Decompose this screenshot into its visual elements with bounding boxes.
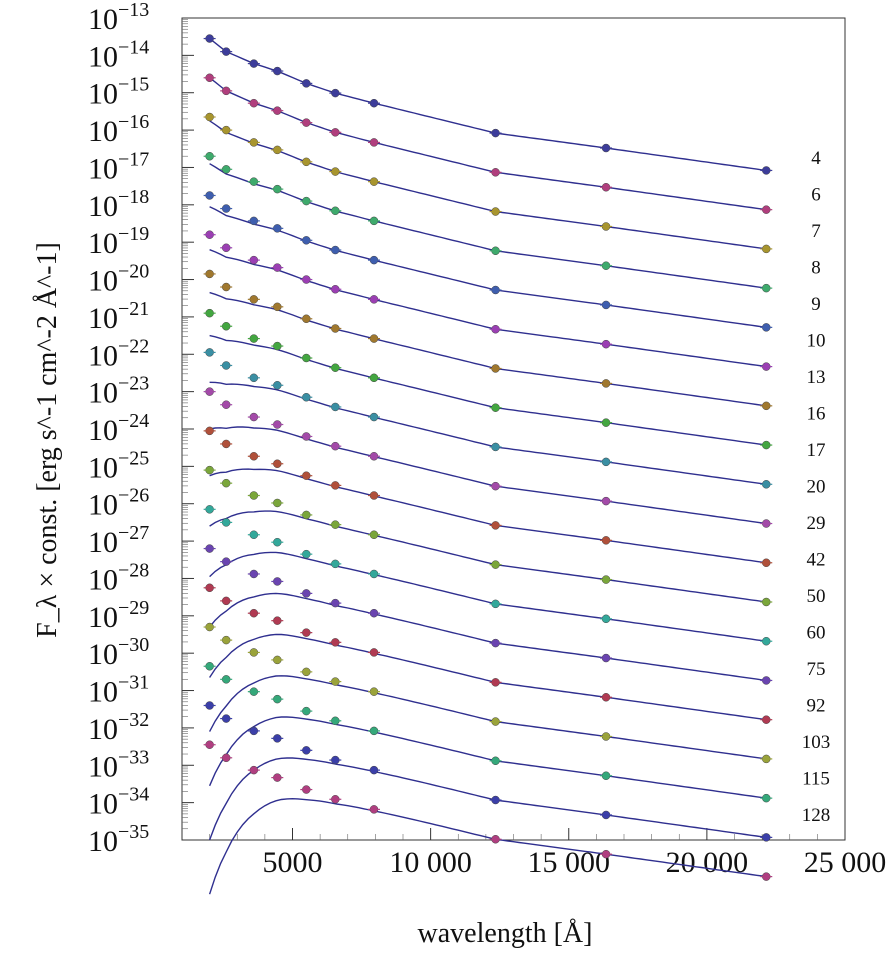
y-axis-title: F_λ × const. [erg s^-1 cm^-2 Å^-1] xyxy=(32,242,63,638)
y-tick-label: 10−19 xyxy=(88,223,149,260)
y-tick-label: 10−26 xyxy=(88,485,149,522)
y-tick-label: 10−13 xyxy=(88,0,149,36)
model-curve xyxy=(208,716,768,799)
series-label: 75 xyxy=(807,659,826,680)
model-curve xyxy=(209,163,768,289)
series-label: 8 xyxy=(811,258,821,279)
x-tick-label: 15 000 xyxy=(528,846,611,879)
series-label: 128 xyxy=(802,805,831,826)
y-tick-label: 10−31 xyxy=(88,672,149,709)
series-label: 115 xyxy=(802,769,830,790)
y-tick-label: 10−34 xyxy=(88,784,149,821)
x-tick-label: 25 000 xyxy=(804,846,887,879)
y-tick-label: 10−32 xyxy=(88,709,149,746)
y-tick-label: 10−35 xyxy=(88,821,149,858)
y-tick-label: 10−29 xyxy=(88,597,149,634)
series-label: 92 xyxy=(807,696,826,717)
series-label: 20 xyxy=(807,477,826,498)
y-tick-label: 10−24 xyxy=(88,410,149,447)
series-label: 10 xyxy=(807,331,826,352)
series-label: 17 xyxy=(807,440,826,461)
y-tick-label: 10−18 xyxy=(88,186,149,223)
model-curve xyxy=(209,77,768,211)
model-curve xyxy=(209,334,768,446)
model-curve xyxy=(208,757,768,841)
y-tick-label: 10−28 xyxy=(88,559,149,596)
series-label: 9 xyxy=(811,294,821,315)
model-curve xyxy=(209,592,768,682)
series-label: 16 xyxy=(807,404,826,425)
model-curves xyxy=(208,38,768,895)
model-curve xyxy=(209,291,768,407)
y-tick-label: 10−20 xyxy=(88,261,149,298)
series-label: 60 xyxy=(807,623,826,644)
series-label: 7 xyxy=(811,221,821,242)
model-curve xyxy=(209,633,768,721)
series-label: 42 xyxy=(807,550,826,571)
y-tick-label: 10−30 xyxy=(88,634,149,671)
y-tick-label: 10−25 xyxy=(88,447,149,484)
x-tick-label: 5000 xyxy=(263,846,323,879)
model-curve xyxy=(208,797,768,895)
x-axis-ticks: 5000 10 000 15 000 20 000 25 000 xyxy=(209,828,887,879)
model-curve xyxy=(209,468,768,564)
model-curve xyxy=(209,38,768,172)
y-tick-label: 10−17 xyxy=(88,148,149,185)
model-curve xyxy=(209,249,768,368)
y-tick-label: 10−27 xyxy=(88,522,149,559)
series-label: 4 xyxy=(811,148,821,169)
model-curve xyxy=(208,675,768,760)
y-tick-label: 10−14 xyxy=(88,36,149,73)
data-points xyxy=(203,34,773,881)
y-axis-ticks: 10−1310−1410−1510−1610−1710−1810−1910−20… xyxy=(88,0,194,858)
series-label: 50 xyxy=(807,586,826,607)
series-labels: 4 6 7 8 9 10 13 16 17 20 29 42 50 60 75 92 103 115 128 xyxy=(802,148,831,826)
series-label: 29 xyxy=(807,513,826,534)
y-tick-label: 10−21 xyxy=(88,298,149,335)
model-curve xyxy=(209,510,768,603)
x-axis-title: wavelength [Å] xyxy=(418,918,593,949)
series-label: 13 xyxy=(807,367,826,388)
model-curve xyxy=(209,120,768,250)
y-tick-label: 10−15 xyxy=(88,74,149,111)
y-tick-label: 10−33 xyxy=(88,746,149,783)
y-tick-label: 10−22 xyxy=(88,335,149,372)
x-tick-label: 20 000 xyxy=(666,846,749,879)
model-curve xyxy=(209,551,768,642)
x-tick-label: 10 000 xyxy=(389,846,472,879)
y-tick-label: 10−16 xyxy=(88,111,149,148)
y-tick-label: 10−23 xyxy=(88,373,149,410)
series-label: 103 xyxy=(802,732,831,753)
series-label: 6 xyxy=(811,185,821,206)
model-curve xyxy=(209,206,768,329)
